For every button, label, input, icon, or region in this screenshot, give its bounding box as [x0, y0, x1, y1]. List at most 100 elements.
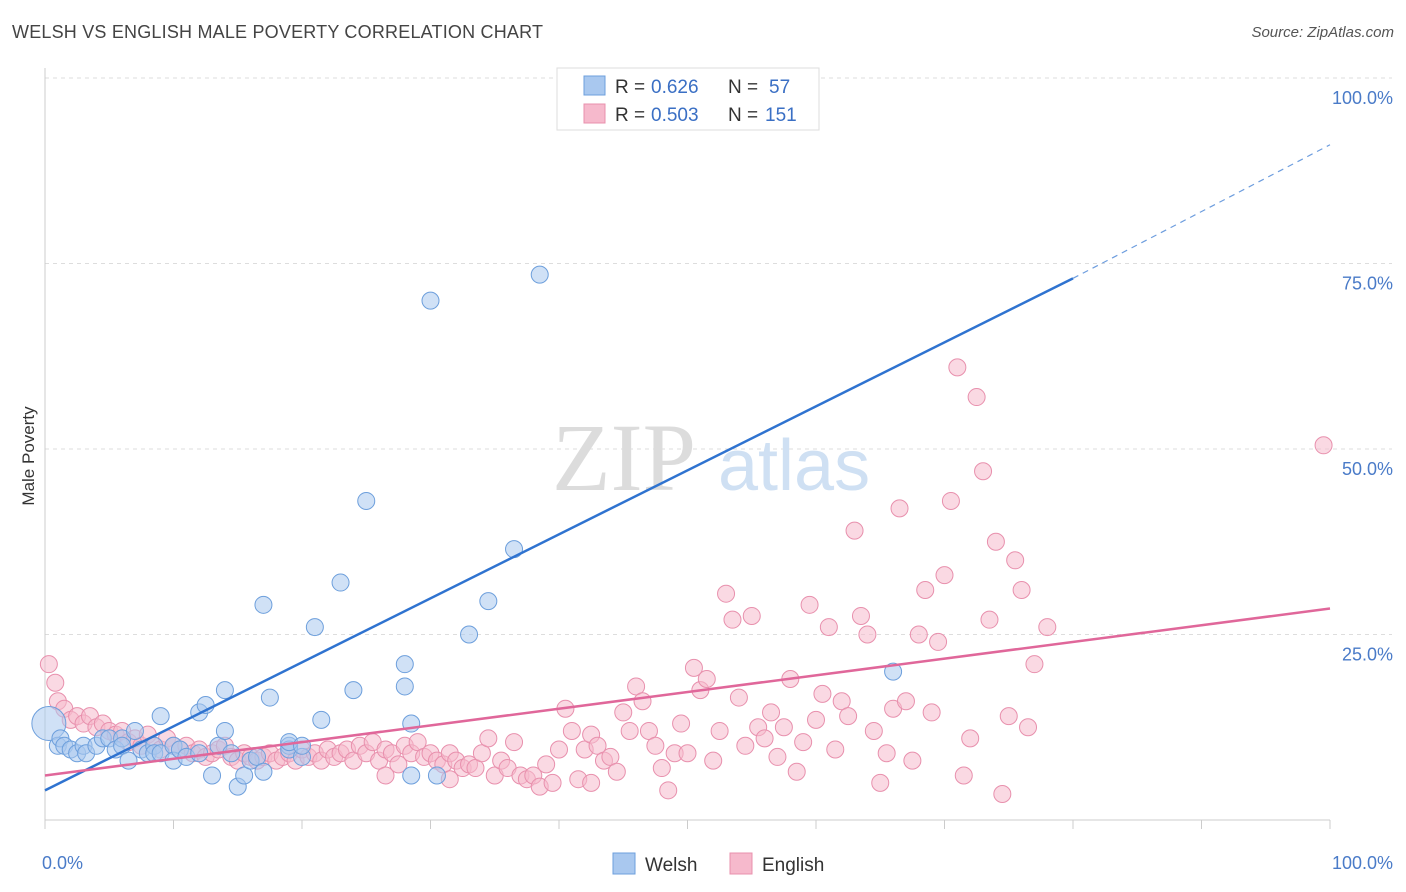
english-point-93: [633, 692, 652, 711]
english-point-68: [472, 744, 491, 763]
english-point-79: [543, 773, 562, 792]
english-point-154: [1025, 655, 1044, 674]
english-point-114: [768, 747, 787, 766]
english-point-139: [929, 632, 948, 651]
english-point-131: [877, 744, 896, 763]
english-point-147: [980, 610, 999, 629]
english-point-127: [851, 606, 870, 625]
english-point-69: [479, 729, 498, 748]
english-point-80: [550, 740, 568, 759]
axes-layer: [44, 68, 1331, 829]
welsh-trend-extension: [1072, 144, 1331, 279]
welsh-point-39: [254, 595, 273, 614]
chart-source: Source: ZipAtlas.com: [1251, 24, 1394, 41]
english-point-1: [46, 673, 65, 692]
english-point-145: [967, 388, 986, 407]
welsh-point-60: [530, 265, 549, 284]
english-point-152: [1012, 580, 1031, 599]
english-point-157: [376, 766, 395, 785]
english-point-103: [697, 670, 716, 689]
english-point-121: [813, 684, 832, 703]
english-point-133: [890, 499, 909, 518]
english-point-122: [819, 618, 838, 637]
welsh-point-52: [395, 655, 414, 674]
welsh-point-56: [427, 766, 446, 785]
english-point-88: [601, 747, 620, 766]
english-point-82: [562, 721, 581, 740]
english-point-89: [607, 762, 626, 781]
watermark-atlas: atlas: [718, 426, 870, 506]
english-point-128: [858, 625, 877, 644]
welsh-point-49: [344, 681, 363, 700]
english-point-55: [389, 755, 408, 774]
english-point-153: [1019, 718, 1038, 737]
english-point-73: [505, 733, 524, 752]
welsh-point-55: [421, 291, 440, 310]
y-tick-label-1: 50.0%: [1342, 459, 1393, 479]
english-point-125: [839, 707, 858, 726]
legend-welsh-n-label: N =: [728, 77, 758, 98]
english-point-110: [742, 606, 761, 625]
chart-title: WELSH VS ENGLISH MALE POVERTY CORRELATIO…: [12, 22, 544, 42]
english-point-94: [639, 721, 658, 740]
english-point-86: [588, 736, 607, 755]
english-point-0: [39, 655, 58, 674]
welsh-point-32: [215, 721, 234, 740]
english-point-105: [710, 721, 729, 740]
legend-welsh-r-label: R =: [615, 77, 645, 98]
welsh-point-48: [331, 573, 350, 592]
welsh-point-57: [460, 625, 479, 644]
bottom-legend-welsh-swatch: [612, 852, 636, 875]
watermark-zip: ZIP: [552, 404, 696, 511]
english-point-95: [646, 736, 665, 755]
english-point-144: [961, 729, 980, 748]
english-point-150: [999, 707, 1018, 726]
english-point-112: [755, 729, 774, 748]
y-tick-label-3: 100.0%: [1332, 88, 1393, 108]
english-point-118: [794, 733, 813, 752]
x-tick-label-1: 100.0%: [1332, 853, 1393, 873]
bottom-legend-welsh-label: Welsh: [645, 855, 697, 876]
welsh-point-63: [884, 662, 903, 681]
english-point-151: [1006, 551, 1025, 570]
english-point-156: [1314, 436, 1333, 455]
welsh-point-40: [260, 688, 279, 707]
english-point-140: [935, 566, 954, 585]
bottom-legend: Welsh English: [612, 852, 824, 876]
welsh-point-20: [151, 707, 170, 726]
grid-layer: [45, 77, 1392, 635]
english-point-149: [993, 785, 1012, 804]
english-point-107: [723, 610, 742, 629]
legend-english-n-value: 151: [765, 105, 797, 126]
welsh-points: [31, 69, 903, 796]
y-axis-label: Male Poverty: [19, 406, 38, 506]
top-legend: R = 0.626 N = 57 R = 0.503 N = 151: [556, 67, 820, 131]
english-point-113: [762, 703, 781, 722]
english-point-106: [717, 584, 736, 603]
trend-lines: [44, 144, 1331, 792]
english-point-143: [954, 766, 973, 785]
english-point-101: [684, 658, 703, 677]
welsh-point-38: [254, 762, 273, 781]
english-point-58: [408, 733, 427, 752]
welsh-point-27: [190, 744, 209, 763]
english-point-104: [704, 751, 723, 770]
legend-english-r-value: 0.503: [651, 105, 699, 126]
english-point-126: [845, 521, 864, 540]
x-tick-label-0: 0.0%: [42, 853, 83, 873]
english-point-155: [1038, 618, 1057, 637]
welsh-point-58: [479, 592, 498, 611]
welsh-point-50: [357, 491, 376, 510]
english-point-109: [736, 736, 755, 755]
legend-english-swatch: [583, 103, 606, 124]
english-point-99: [672, 714, 691, 733]
english-point-141: [941, 491, 960, 510]
english-point-120: [807, 710, 825, 729]
english-point-146: [974, 462, 993, 481]
y-tick-label-2: 75.0%: [1342, 274, 1393, 294]
y-tick-labels: 25.0% 50.0% 75.0% 100.0%: [1332, 88, 1393, 665]
welsh-point-46: [305, 618, 324, 637]
english-point-67: [466, 759, 485, 778]
welsh-trend-line: [44, 277, 1074, 792]
